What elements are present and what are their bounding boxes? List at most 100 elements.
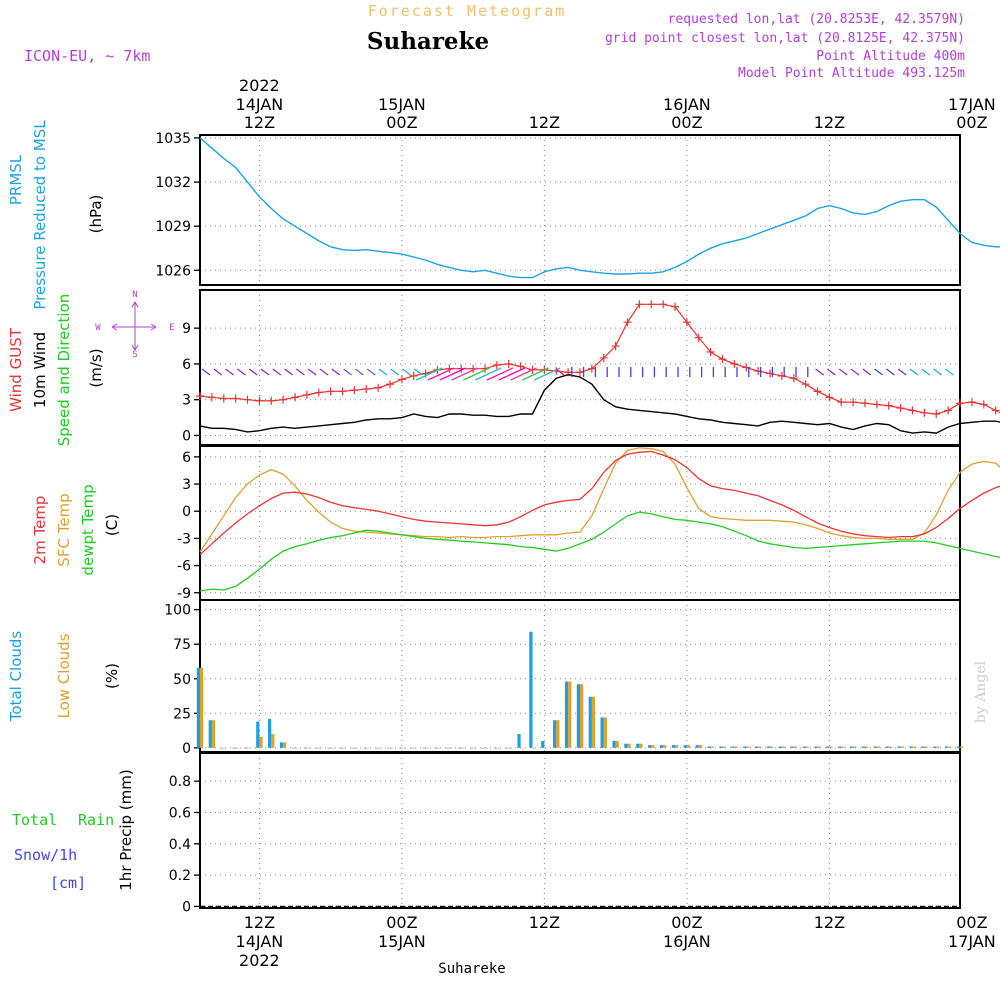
low-cloud-bar <box>271 734 275 748</box>
top-time-label: 00Z <box>386 113 417 132</box>
gust-marker <box>587 364 596 373</box>
pressure-ytick-label: 1035 <box>155 131 191 147</box>
precip-ytick-label: 0.2 <box>169 868 191 884</box>
low-cloud-bar <box>568 681 572 748</box>
total-cloud-bar <box>695 745 699 748</box>
wind-direction-arrow <box>874 368 883 376</box>
bottom-time-label: 12Z <box>244 913 275 932</box>
wind-direction-arrow <box>390 368 400 376</box>
total-cloud-bar <box>268 718 272 748</box>
bottom-time-label: 17JAN <box>948 932 996 951</box>
sfc-temp-line <box>199 447 1000 553</box>
total-cloud-bar <box>897 746 901 748</box>
gust-marker <box>302 390 311 399</box>
rain-label: Rain <box>78 811 114 829</box>
gust-marker <box>682 318 691 327</box>
total-cloud-bar <box>754 746 759 748</box>
total-cloud-bar <box>624 743 628 748</box>
gust-marker <box>207 393 216 402</box>
gust-marker <box>884 401 893 410</box>
total-cloud-bar <box>458 747 462 749</box>
low-cloud-bar <box>342 747 346 749</box>
total-cloud-bar <box>398 747 402 749</box>
total-cloud-bar <box>909 746 913 748</box>
bottom-time-label: 00Z <box>671 913 702 932</box>
pressure-frame <box>199 134 961 286</box>
snow-label: Snow/1h <box>14 846 77 864</box>
panels: 1026 1029 1032 1035 PRMSL Pressure Reduced to… <box>7 120 1000 915</box>
precip-ytick-label: 0 <box>182 899 191 915</box>
total-cloud-bar <box>861 746 865 748</box>
low-cloud-bar <box>591 696 596 748</box>
gust-marker <box>837 398 846 407</box>
total-cloud-bar <box>232 747 236 749</box>
total-cloud-bar <box>576 684 580 748</box>
gust-marker <box>635 300 644 309</box>
gust-marker <box>694 333 703 342</box>
wind-direction-arrow <box>307 368 317 376</box>
total-cloud-bar <box>256 721 260 748</box>
gust-marker <box>801 380 810 389</box>
gust-marker <box>338 387 347 396</box>
total-cloud-bar <box>849 746 854 748</box>
low-cloud-bar <box>354 747 358 749</box>
wind-direction-arrow <box>378 368 388 376</box>
total-cloud-bar <box>921 746 925 748</box>
footer-location: Suhareke <box>438 961 505 977</box>
t2m-line <box>199 450 1000 556</box>
wind-direction-arrow <box>945 368 954 376</box>
gust-marker <box>599 353 608 362</box>
total-cloud-bar <box>814 746 818 748</box>
gust-marker <box>516 362 525 371</box>
precip-ytick-label: 0.8 <box>169 774 191 790</box>
location-title: Suhareke <box>367 28 489 55</box>
gust-marker <box>504 359 513 368</box>
credit: by Angel <box>973 660 989 723</box>
low-cloud-bar <box>781 746 786 748</box>
low-cloud-bar <box>556 720 560 748</box>
low-cloud-bar <box>841 746 845 748</box>
wind-direction-arrow <box>213 368 223 376</box>
low-cloud-bar <box>413 747 417 749</box>
cm-label: [cm] <box>50 874 86 892</box>
gust-marker <box>219 394 228 403</box>
gust-marker <box>872 400 881 409</box>
low-cloud-bar <box>330 747 334 749</box>
low-cloud-bar <box>698 745 702 748</box>
pressure-ytick-label: 1026 <box>155 263 191 279</box>
low-cloud-bar <box>924 746 928 748</box>
requested-coords: requested lon,lat (20.8253E, 42.3579N) <box>668 12 965 27</box>
total-cloud-bar <box>244 747 248 749</box>
top-time-label: 00Z <box>671 113 702 132</box>
low-cloud-bar <box>496 747 501 749</box>
low-cloud-bar <box>449 747 453 749</box>
low-cloud-bar <box>865 746 869 748</box>
total-cloud-bar <box>636 743 640 748</box>
temperature-ytick-label: 3 <box>182 477 191 493</box>
low-cloud-bar <box>200 667 204 748</box>
low-cloud-bar <box>544 747 548 749</box>
temperature-ytick-label: -6 <box>177 559 191 575</box>
wind-direction-arrow <box>522 367 549 381</box>
gust-marker <box>730 359 739 368</box>
low-cloud-bar <box>817 746 821 748</box>
wind-direction-arrow <box>427 367 455 381</box>
gust-marker <box>243 395 252 404</box>
wind-direction-arrow <box>439 367 467 381</box>
low-cloud-bar <box>259 736 263 748</box>
wind-line <box>199 373 1000 434</box>
model-altitude: Model Point Altitude 493.125m <box>738 66 965 81</box>
bottom-time-label: 15JAN <box>378 932 426 951</box>
total-cloud-bar <box>648 745 652 748</box>
precip-ytick-label: 0.6 <box>169 805 191 821</box>
gust-marker <box>920 408 929 417</box>
pressure-panel: 1026 1029 1032 1035 <box>155 131 1000 286</box>
bottom-time-label: 14JAN <box>236 932 284 951</box>
model-label: ICON-EU, ~ 7km <box>24 47 150 65</box>
gust-marker <box>956 399 964 408</box>
header: Forecast Meteogram Suhareke ICON-EU, ~ 7… <box>24 2 989 977</box>
low-cloud-bar <box>306 747 311 749</box>
compass-w: W <box>95 323 101 333</box>
total-cloud-bar <box>659 745 664 748</box>
